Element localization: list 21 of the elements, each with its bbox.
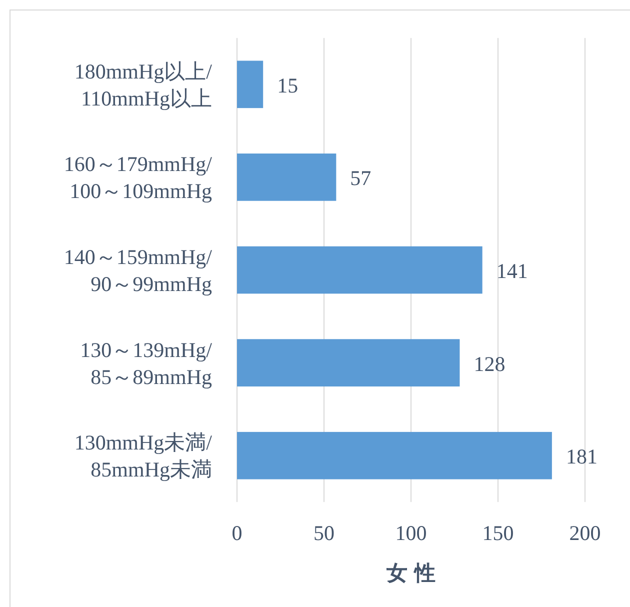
- bar: [237, 432, 552, 480]
- x-tick-label: 50: [314, 521, 334, 545]
- x-tick-label: 150: [482, 521, 514, 545]
- y-tick-label: 140～159mmHg/90～99mmHg: [64, 245, 212, 296]
- y-tick-label: 130mmHg未満/85mmHg未満: [74, 430, 212, 482]
- bar: [237, 339, 460, 386]
- data-label: 128: [474, 352, 506, 376]
- data-label: 57: [350, 166, 372, 190]
- x-tick-label: 0: [232, 521, 242, 545]
- x-axis-title: 女 性: [385, 561, 436, 585]
- bar: [237, 246, 482, 294]
- bar: [237, 154, 336, 201]
- x-tick-label: 100: [395, 521, 427, 545]
- data-label: 181: [566, 444, 598, 469]
- y-tick-label: 130～139mHg/85～89mmHg: [80, 338, 212, 389]
- data-label: 15: [277, 73, 298, 98]
- bar: [237, 60, 264, 108]
- data-label: 141: [496, 259, 528, 283]
- y-tick-label: 180mmHg以上/110mmHg以上: [74, 59, 212, 110]
- y-tick-label: 160～179mmHg/100～109mmHg: [64, 152, 212, 204]
- x-tick-label: 200: [569, 521, 601, 545]
